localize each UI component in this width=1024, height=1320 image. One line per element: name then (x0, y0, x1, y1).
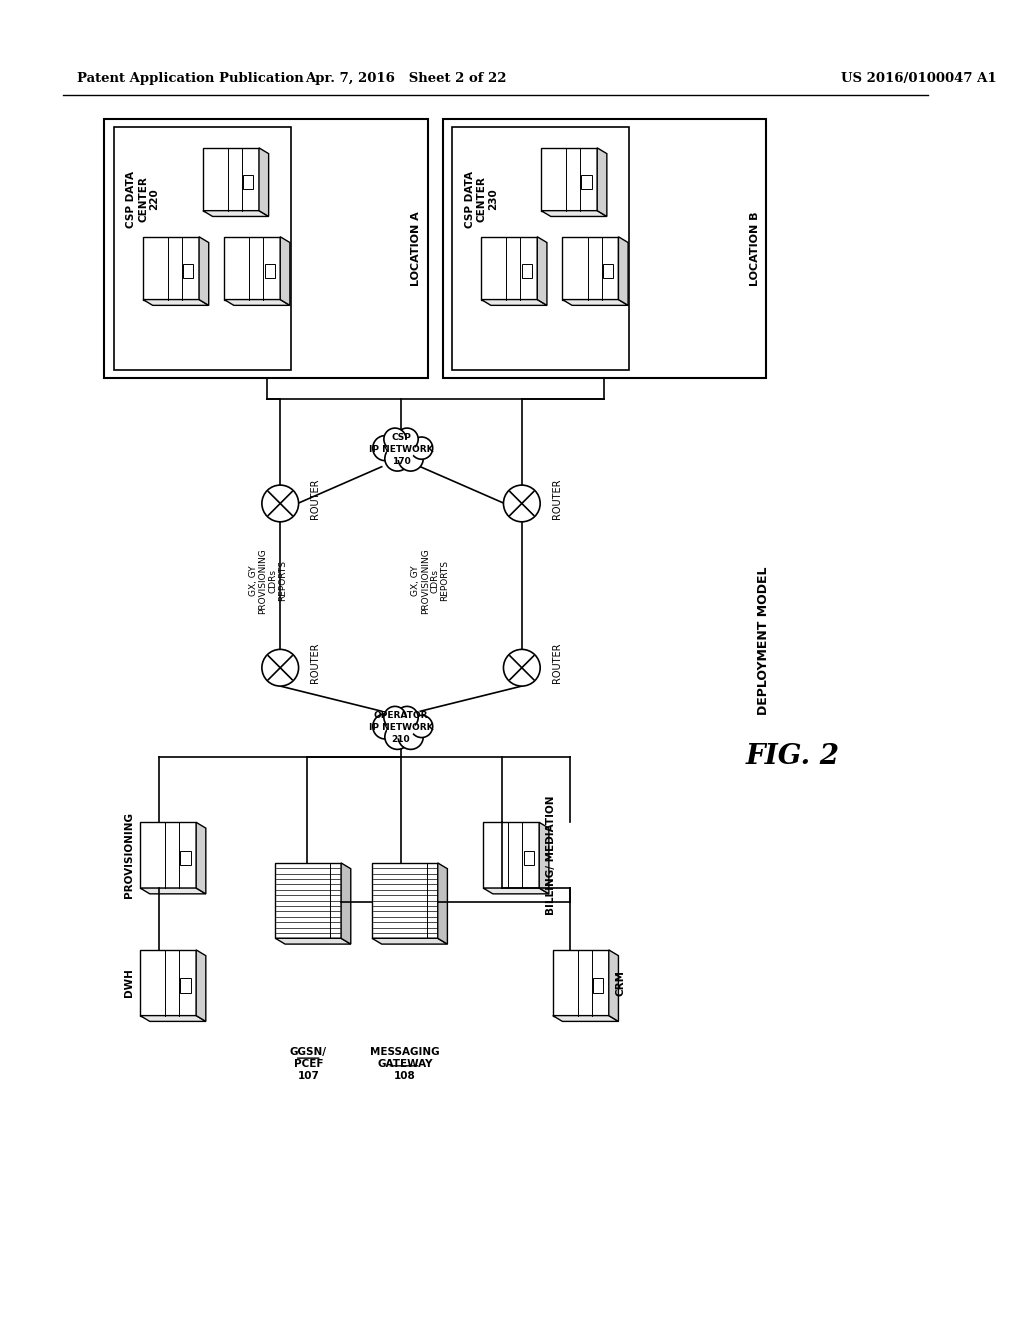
Circle shape (262, 649, 299, 686)
Circle shape (262, 484, 299, 521)
Text: GGSN/
PCEF
107: GGSN/ PCEF 107 (290, 1047, 327, 1081)
Bar (114, 127, 291, 370)
Circle shape (384, 428, 407, 450)
Polygon shape (140, 950, 197, 1015)
Polygon shape (197, 950, 206, 1022)
Circle shape (504, 484, 541, 521)
Polygon shape (259, 148, 268, 216)
Circle shape (411, 715, 433, 738)
Text: ROUTER: ROUTER (310, 478, 321, 519)
Polygon shape (437, 863, 447, 944)
Text: BILLING/ MEDIATION: BILLING/ MEDIATION (546, 796, 556, 915)
Bar (264, 264, 274, 277)
Text: REPORTS: REPORTS (278, 560, 287, 602)
Polygon shape (553, 1015, 618, 1022)
Circle shape (384, 706, 407, 729)
Text: PROVISIONING: PROVISIONING (124, 812, 133, 898)
Text: PROVISIONING: PROVISIONING (421, 548, 430, 614)
Bar (593, 978, 603, 993)
Polygon shape (483, 888, 549, 894)
Text: DWH: DWH (124, 969, 133, 997)
Bar (180, 978, 190, 993)
Polygon shape (275, 939, 351, 944)
Polygon shape (224, 300, 290, 305)
Polygon shape (275, 863, 341, 939)
Circle shape (504, 649, 541, 686)
Text: ROUTER: ROUTER (552, 478, 561, 519)
Polygon shape (143, 300, 209, 305)
Text: ROUTER: ROUTER (310, 643, 321, 684)
Polygon shape (372, 863, 437, 939)
Polygon shape (224, 236, 281, 300)
Polygon shape (140, 822, 197, 888)
Text: CSP
IP NETWORK
170: CSP IP NETWORK 170 (369, 433, 433, 466)
Polygon shape (281, 236, 290, 305)
Text: MESSAGING
GATEWAY
108: MESSAGING GATEWAY 108 (370, 1047, 439, 1081)
Circle shape (385, 725, 410, 750)
Ellipse shape (386, 717, 416, 738)
Text: LOCATION B: LOCATION B (750, 211, 760, 285)
Text: CSP DATA
CENTER
230: CSP DATA CENTER 230 (465, 170, 498, 227)
Polygon shape (540, 822, 549, 894)
Polygon shape (562, 300, 628, 305)
Bar (244, 174, 253, 189)
Bar (521, 264, 531, 277)
Circle shape (396, 706, 418, 729)
Bar (183, 264, 194, 277)
Text: Patent Application Publication: Patent Application Publication (77, 71, 304, 84)
Circle shape (373, 714, 398, 739)
Polygon shape (372, 939, 447, 944)
Polygon shape (203, 148, 259, 211)
Text: CDRs: CDRs (430, 569, 439, 593)
Polygon shape (541, 148, 597, 211)
Text: GX, GY: GX, GY (249, 565, 258, 597)
Polygon shape (609, 950, 618, 1022)
Polygon shape (562, 236, 618, 300)
Text: GX, GY: GX, GY (411, 565, 420, 597)
Polygon shape (143, 236, 199, 300)
Bar (442, 119, 766, 378)
Ellipse shape (386, 438, 416, 461)
Bar (582, 174, 592, 189)
Polygon shape (618, 236, 628, 305)
Polygon shape (597, 148, 607, 216)
Polygon shape (341, 863, 351, 944)
Polygon shape (203, 211, 268, 216)
Polygon shape (140, 1015, 206, 1022)
Polygon shape (553, 950, 609, 1015)
Text: CSP DATA
CENTER
220: CSP DATA CENTER 220 (126, 170, 160, 227)
Bar (180, 850, 190, 865)
Bar (523, 850, 534, 865)
Polygon shape (481, 300, 547, 305)
Polygon shape (199, 236, 209, 305)
Text: REPORTS: REPORTS (440, 560, 449, 602)
Polygon shape (541, 211, 607, 216)
Polygon shape (197, 822, 206, 894)
Circle shape (398, 725, 423, 750)
Text: ROUTER: ROUTER (552, 643, 561, 684)
Polygon shape (538, 236, 547, 305)
Text: FIG. 2: FIG. 2 (745, 743, 840, 770)
Text: DEPLOYMENT MODEL: DEPLOYMENT MODEL (757, 566, 770, 715)
Circle shape (411, 437, 433, 459)
Circle shape (398, 446, 423, 471)
Polygon shape (481, 236, 538, 300)
Text: US 2016/0100047 A1: US 2016/0100047 A1 (841, 71, 996, 84)
Text: CDRs: CDRs (268, 569, 278, 593)
Text: LOCATION A: LOCATION A (412, 211, 422, 285)
Circle shape (373, 436, 398, 461)
Polygon shape (140, 888, 206, 894)
Circle shape (385, 446, 410, 471)
Text: PROVISIONING: PROVISIONING (258, 548, 267, 614)
Text: Apr. 7, 2016   Sheet 2 of 22: Apr. 7, 2016 Sheet 2 of 22 (305, 71, 507, 84)
Text: OPERATOR
IP NETWORK
210: OPERATOR IP NETWORK 210 (369, 711, 433, 744)
Bar (603, 264, 612, 277)
Polygon shape (483, 822, 540, 888)
Circle shape (396, 428, 418, 450)
Bar (104, 119, 428, 378)
Bar (453, 127, 629, 370)
Text: CRM: CRM (615, 970, 626, 995)
